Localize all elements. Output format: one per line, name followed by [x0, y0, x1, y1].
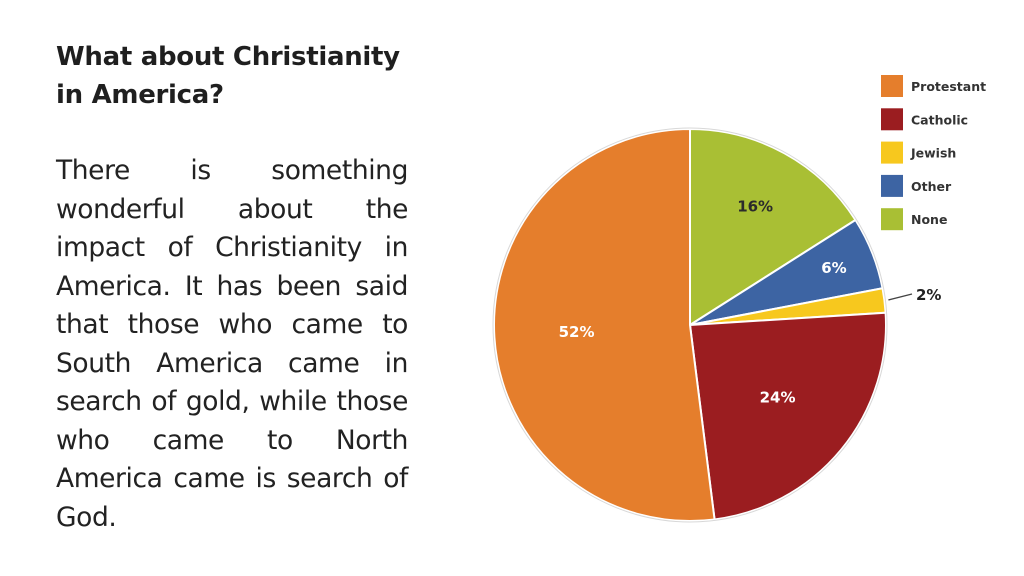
slide-title-line-1: What about Christianity [56, 42, 400, 72]
slide-body-text: There is something wonderful about the i… [56, 155, 408, 533]
legend-swatch-jewish [881, 141, 903, 164]
religion-pie-chart: 16% 6% 2% 24% 52% Protestant Catholic Jewish Ot… [492, 75, 986, 523]
pie-slice-protestant [493, 127, 716, 522]
pie-slice-catholic [688, 311, 887, 521]
leader-line-jewish [888, 293, 913, 301]
legend-label-protestant: Protestant [911, 79, 986, 94]
data-label-none: 16% [737, 197, 773, 215]
pie-slices [492, 127, 888, 523]
pie-slice-none [689, 127, 857, 327]
data-label-jewish: 2% [916, 286, 941, 304]
data-label-protestant: 52% [559, 323, 595, 341]
pie-data-labels: 16% 6% 2% 24% 52% [559, 197, 942, 406]
legend-label-none: None [911, 212, 947, 227]
legend-swatch-protestant [881, 75, 903, 97]
legend-label-other: Other [911, 179, 952, 194]
pie-outline [492, 127, 888, 523]
slide-title: What about Christianity in America? [56, 38, 408, 114]
legend-swatch-none [881, 208, 903, 231]
legend-swatch-other [881, 174, 903, 197]
chart-legend: Protestant Catholic Jewish Other None [881, 75, 986, 231]
data-label-other: 6% [821, 259, 846, 277]
legend-swatch-catholic [881, 108, 903, 131]
legend-label-catholic: Catholic [911, 112, 968, 127]
data-label-catholic: 24% [760, 388, 796, 406]
slide-title-line-2: in America? [56, 80, 224, 110]
legend-label-jewish: Jewish [910, 146, 956, 161]
